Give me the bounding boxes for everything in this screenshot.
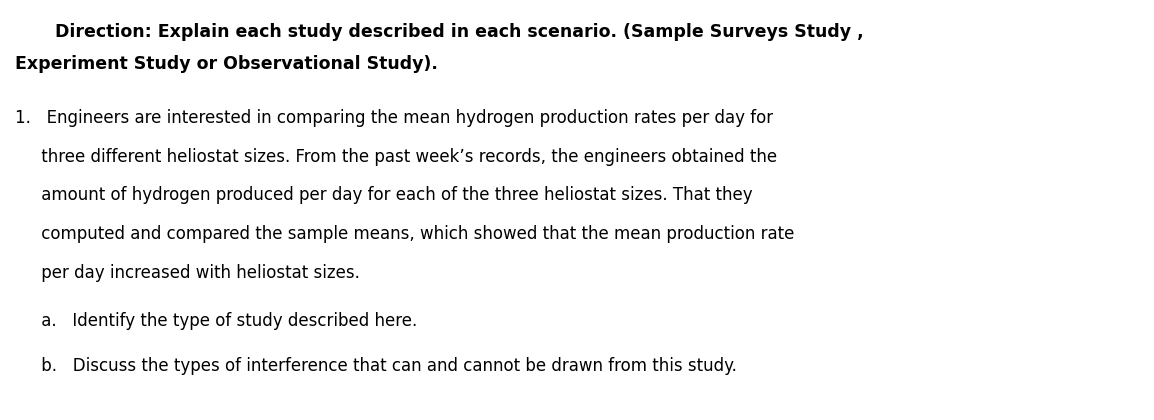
- Text: Experiment Study or Observational Study).: Experiment Study or Observational Study)…: [15, 55, 437, 73]
- Text: Direction: Explain each study described in each scenario. (Sample Surveys Study : Direction: Explain each study described …: [55, 23, 864, 41]
- Text: b.   Discuss the types of interference that can and cannot be drawn from this st: b. Discuss the types of interference tha…: [15, 357, 737, 375]
- Text: a.   Identify the type of study described here.: a. Identify the type of study described …: [15, 312, 418, 330]
- Text: 1.   Engineers are interested in comparing the mean hydrogen production rates pe: 1. Engineers are interested in comparing…: [15, 109, 773, 127]
- Text: per day increased with heliostat sizes.: per day increased with heliostat sizes.: [15, 264, 360, 282]
- Text: amount of hydrogen produced per day for each of the three heliostat sizes. That : amount of hydrogen produced per day for …: [15, 186, 752, 205]
- Text: computed and compared the sample means, which showed that the mean production ra: computed and compared the sample means, …: [15, 225, 794, 243]
- Text: three different heliostat sizes. From the past week’s records, the engineers obt: three different heliostat sizes. From th…: [15, 148, 777, 166]
